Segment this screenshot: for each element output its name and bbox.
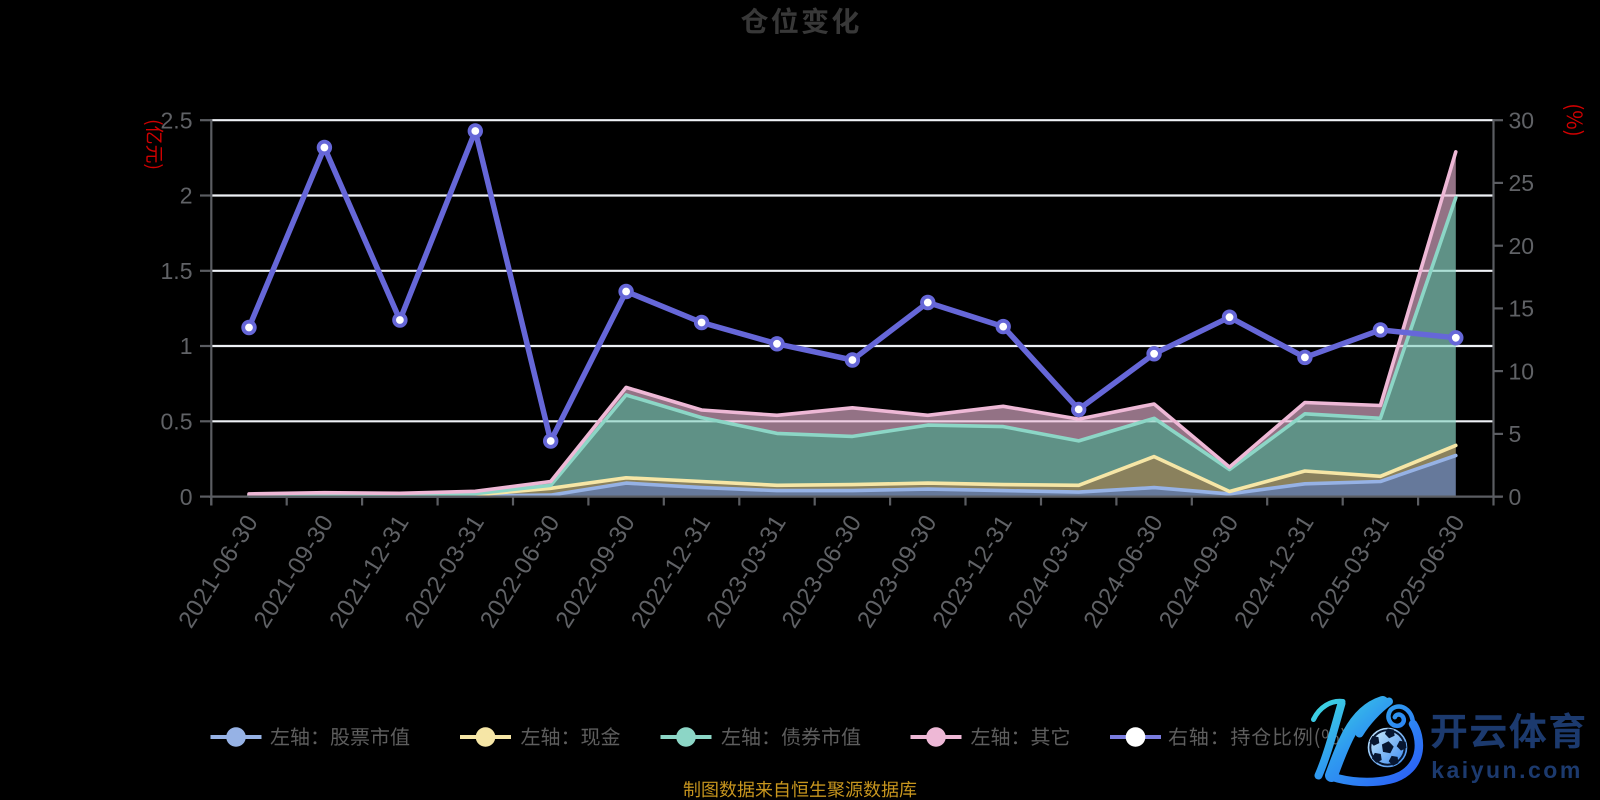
svg-text:1: 1 bbox=[180, 333, 193, 359]
svg-text:5: 5 bbox=[1509, 421, 1522, 447]
svg-text:1.5: 1.5 bbox=[161, 258, 193, 284]
svg-text:0.5: 0.5 bbox=[161, 409, 193, 435]
svg-text:2: 2 bbox=[180, 183, 193, 209]
svg-text:2.5: 2.5 bbox=[161, 107, 193, 133]
svg-text:0: 0 bbox=[180, 484, 193, 510]
svg-text:15: 15 bbox=[1509, 296, 1535, 322]
svg-text:20: 20 bbox=[1509, 233, 1535, 259]
svg-text:25: 25 bbox=[1509, 170, 1535, 196]
svg-text:0: 0 bbox=[1509, 484, 1522, 510]
svg-text:kaiyun.com: kaiyun.com bbox=[1431, 757, 1583, 783]
svg-text:30: 30 bbox=[1509, 107, 1535, 133]
svg-text:10: 10 bbox=[1509, 358, 1535, 384]
